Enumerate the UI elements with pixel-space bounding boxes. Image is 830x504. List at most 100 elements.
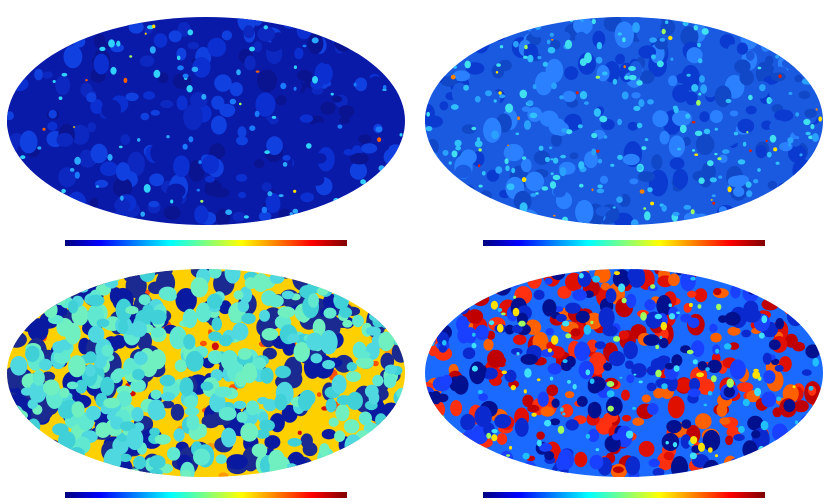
map-blob (552, 214, 556, 217)
map-blob (654, 313, 662, 320)
map-blob (130, 379, 146, 393)
map-blob (798, 28, 804, 33)
map-blob (668, 75, 678, 87)
panel-top-left (5, 4, 407, 250)
map-blob (211, 115, 227, 135)
map-blob (312, 318, 326, 336)
map-blob (798, 90, 811, 100)
map-blob (425, 405, 435, 415)
map-blob (26, 27, 36, 36)
map-blob (24, 445, 39, 460)
map-blob (7, 142, 18, 154)
map-blob (11, 184, 17, 190)
map-blob (646, 365, 658, 376)
map-blob (746, 190, 753, 198)
map-blob (487, 349, 505, 368)
map-blob (508, 445, 513, 450)
map-blob (490, 300, 498, 310)
map-blob (504, 158, 509, 165)
map-blob (728, 342, 740, 350)
map-blob (647, 403, 659, 415)
map-blob (730, 284, 741, 299)
map-blob (768, 201, 777, 209)
map-blob (652, 110, 669, 128)
map-blob (58, 167, 77, 188)
map-blob (89, 197, 99, 208)
map-blob (399, 322, 405, 327)
map-blob (485, 209, 495, 218)
map-blob (386, 209, 395, 221)
map-blob (149, 468, 163, 477)
map-blob (559, 407, 564, 412)
map-blob (149, 309, 167, 325)
map-blob (390, 61, 402, 76)
map-blob (739, 269, 753, 279)
map-blob (379, 32, 383, 35)
map-blob (555, 314, 567, 322)
map-blob (802, 172, 821, 186)
map-blob (784, 303, 796, 316)
map-blob (71, 464, 84, 477)
map-blob (395, 448, 402, 456)
map-blob (526, 100, 534, 106)
map-blob (478, 148, 482, 152)
map-blob (368, 433, 386, 454)
map-blob (444, 279, 456, 292)
map-blob (519, 202, 528, 213)
map-blob (426, 138, 439, 155)
map-blob (742, 398, 750, 407)
map-blob (763, 461, 774, 475)
map-blob (184, 406, 200, 416)
map-blob (765, 139, 768, 143)
map-blob (375, 176, 381, 181)
map-blob (616, 196, 623, 203)
map-blob (640, 312, 647, 321)
map-blob (371, 176, 384, 186)
map-blob (183, 104, 203, 131)
map-blob (761, 315, 768, 324)
map-blob (808, 73, 814, 79)
map-blob (557, 425, 565, 434)
map-blob (676, 378, 693, 393)
map-blob (650, 284, 656, 289)
map-blob (12, 447, 27, 464)
map-blob (693, 25, 698, 31)
map-blob (759, 173, 769, 187)
map-blob (437, 415, 445, 420)
map-blob (754, 387, 762, 397)
map-blob (224, 269, 241, 284)
map-blob (623, 341, 638, 360)
map-blob (575, 310, 590, 324)
map-blob (7, 394, 28, 412)
map-blob (579, 58, 587, 66)
mollweide-map-2 (425, 17, 823, 225)
map-blob (99, 46, 106, 52)
map-blob (698, 177, 705, 184)
map-blob (28, 27, 42, 44)
map-blob (21, 208, 29, 216)
map-blob (778, 74, 782, 78)
map-blob (73, 17, 92, 36)
map-blob (320, 101, 336, 115)
map-blob (643, 207, 647, 210)
map-blob (118, 319, 129, 334)
map-blob (166, 135, 170, 139)
map-blob (218, 334, 233, 347)
map-blob (302, 269, 323, 282)
map-blob (179, 377, 194, 397)
map-blob (149, 46, 156, 54)
map-blob (777, 449, 783, 455)
map-blob (119, 421, 136, 432)
map-blob (671, 354, 683, 367)
map-blob (738, 425, 745, 434)
map-blob (218, 472, 229, 477)
map-blob (522, 269, 533, 283)
map-blob (235, 174, 248, 182)
map-blob (391, 168, 405, 191)
map-blob (577, 271, 592, 287)
map-blob (562, 90, 577, 103)
map-blob (261, 182, 272, 192)
map-blob (565, 419, 579, 431)
map-blob (354, 77, 368, 92)
map-blob (346, 362, 357, 372)
